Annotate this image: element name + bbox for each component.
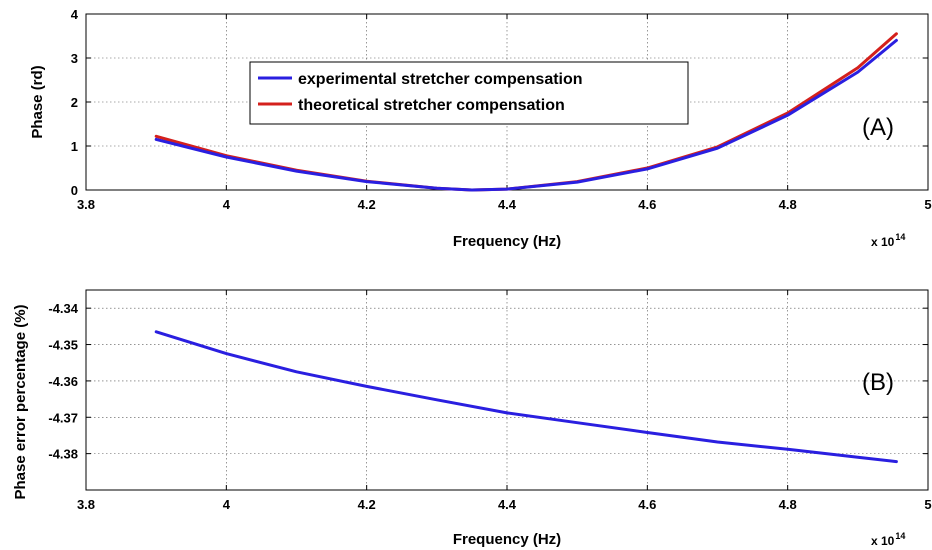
x-tick-label: 4.6 [638,497,656,512]
x-tick-label: 4.4 [498,497,517,512]
x-tick-label: 4 [223,197,231,212]
chart-b-x-ticks: 3.8 4 4.2 4.4 4.6 4.8 5 [77,290,932,512]
y-tick-label: -4.35 [48,338,78,353]
chart-a-x-ticks: 3.8 4 4.2 4.4 4.6 4.8 5 [77,14,932,212]
series-line-experimental [154,38,898,192]
x-tick-label: 4.2 [358,497,376,512]
chart-a: 3.8 4 4.2 4.4 4.6 4.8 5 0 1 2 3 4 experimental str… [29,7,932,250]
chart-b-x-multiplier: x 1014 [871,531,905,548]
x-tick-label: 5 [924,497,931,512]
series-line-experimental [154,330,898,464]
x-tick-label: 4.4 [498,197,517,212]
x-tick-label: 5 [924,197,931,212]
chart-a-y-axis-label: Phase (rd) [29,65,46,138]
y-tick-label: -4.34 [48,301,78,316]
x-tick-label: 4.2 [358,197,376,212]
chart-a-x-axis-label: Frequency (Hz) [453,233,561,250]
chart-b-y-ticks: -4.34 -4.35 -4.36 -4.37 -4.38 [48,301,928,462]
y-tick-label: -4.37 [48,410,78,425]
chart-b-y-axis-label: Phase error percentage (%) [12,304,29,499]
y-tick-label: 1 [71,139,78,154]
x-tick-label: 4 [223,497,231,512]
x-tick-label: 4.8 [779,197,797,212]
x-tick-label: 3.8 [77,497,95,512]
chart-a-panel-label: (A) [862,114,894,141]
chart-a-x-multiplier: x 1014 [871,232,905,249]
x-tick-label: 3.8 [77,197,95,212]
y-tick-label: -4.38 [48,447,78,462]
y-tick-label: 2 [71,95,78,110]
chart-b-grid [86,290,928,490]
chart-a-legend: experimental stretcher compensation theo… [249,61,689,125]
legend-label-theoretical: theoretical stretcher compensation [298,97,565,114]
x-tick-label: 4.6 [638,197,656,212]
legend-box [249,61,689,125]
chart-b: 3.8 4 4.2 4.4 4.6 4.8 5 -4.34-4.35-4.36-4.37-4… [12,289,932,548]
chart-b-panel-label: (B) [862,369,894,396]
chart-a-series [154,32,898,192]
x-tick-label: 4.8 [779,497,797,512]
y-tick-label: 4 [71,7,79,22]
y-tick-label: -4.36 [48,374,78,389]
y-tick-label: 3 [71,51,78,66]
chart-b-x-axis-label: Frequency (Hz) [453,531,561,548]
legend-label-experimental: experimental stretcher compensation [298,71,583,88]
chart-b-series [154,330,898,464]
chart-a-y-ticks: 0 1 2 3 4 [71,7,928,198]
y-tick-label: 0 [71,183,78,198]
